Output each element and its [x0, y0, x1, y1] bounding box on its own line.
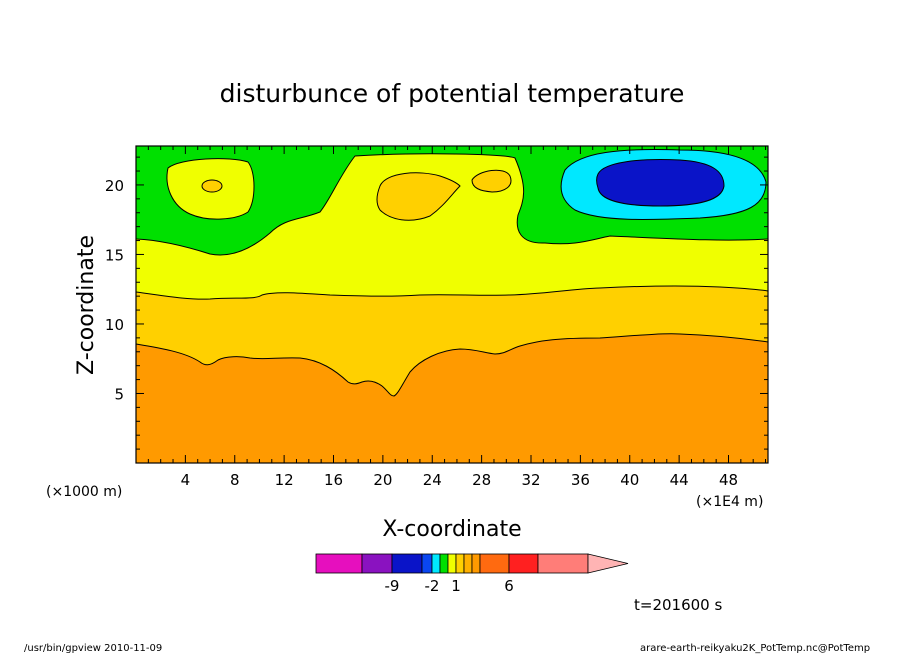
color-bar-label: -2 — [425, 577, 440, 595]
time-label: t=201600 s — [634, 596, 722, 614]
color-bar-segment — [455, 553, 465, 574]
y-tick-label: 5 — [114, 385, 124, 403]
x-tick-label: 40 — [620, 471, 639, 489]
x-tick-label: 48 — [719, 471, 738, 489]
color-bar-arrow — [587, 553, 629, 574]
contour-line-level-1 — [136, 153, 768, 256]
x-tick-label: 4 — [181, 471, 191, 489]
color-bar-segment — [537, 553, 589, 574]
x-unit-right: (×1E4 m) — [696, 494, 763, 510]
color-bar-segment — [361, 553, 393, 574]
x-tick-label: 20 — [373, 471, 392, 489]
x-tick-label: 28 — [472, 471, 491, 489]
x-tick-label: 24 — [423, 471, 442, 489]
y-tick-label: 15 — [105, 246, 124, 264]
y-axis-ticks: 5 10 15 20 — [105, 156, 768, 450]
x-unit-left: (×1000 m) — [46, 484, 122, 500]
color-bar-segment — [391, 553, 423, 574]
footer-left: /usr/bin/gpview 2010-11-09 — [24, 643, 162, 654]
x-tick-label: 8 — [230, 471, 240, 489]
contour-line-level-2 — [136, 285, 768, 300]
color-bar-segment — [315, 553, 363, 574]
y-tick-label: 10 — [105, 316, 124, 334]
color-bar — [315, 553, 629, 574]
y-tick-label: 20 — [105, 177, 124, 195]
x-tick-label: 12 — [275, 471, 294, 489]
plot-frame — [135, 145, 769, 464]
x-axis-label: X-coordinate — [382, 517, 521, 542]
color-bar-segment — [421, 553, 433, 574]
color-bar-segment — [439, 553, 449, 574]
blob-right-orange — [471, 169, 512, 193]
x-tick-label: 16 — [324, 471, 343, 489]
footer-right: arare-earth-reikyaku2K_PotTemp.nc@PotTem… — [640, 643, 870, 654]
contour-lines — [136, 153, 768, 397]
x-tick-label: 44 — [670, 471, 689, 489]
color-bar-label: 1 — [451, 577, 461, 595]
color-bar-label: -9 — [385, 577, 400, 595]
color-bar-label: 6 — [504, 577, 514, 595]
color-bar-segment — [508, 553, 539, 574]
x-tick-label: 32 — [521, 471, 540, 489]
color-bar-segment — [479, 553, 510, 574]
y-axis-label: Z-coordinate — [74, 235, 99, 375]
band-fill-3-6 — [136, 333, 768, 463]
color-bar-segment — [447, 553, 457, 574]
color-bar-labels: -9 -2 1 6 — [385, 577, 514, 595]
color-bar-segment — [463, 553, 473, 574]
chart-title: disturbunce of potential temperature — [220, 79, 685, 108]
x-axis-ticks: 4 8 12 16 20 24 28 32 36 40 44 48 — [147, 146, 767, 489]
color-bar-segment — [431, 553, 441, 574]
blob-mid-orange — [376, 172, 461, 221]
contour-line-level-3 — [136, 333, 768, 397]
blob-left-small — [201, 179, 223, 193]
x-tick-label: 36 — [571, 471, 590, 489]
color-bar-segment — [471, 553, 481, 574]
band-fill-neg-2-neg-1 — [596, 159, 725, 207]
